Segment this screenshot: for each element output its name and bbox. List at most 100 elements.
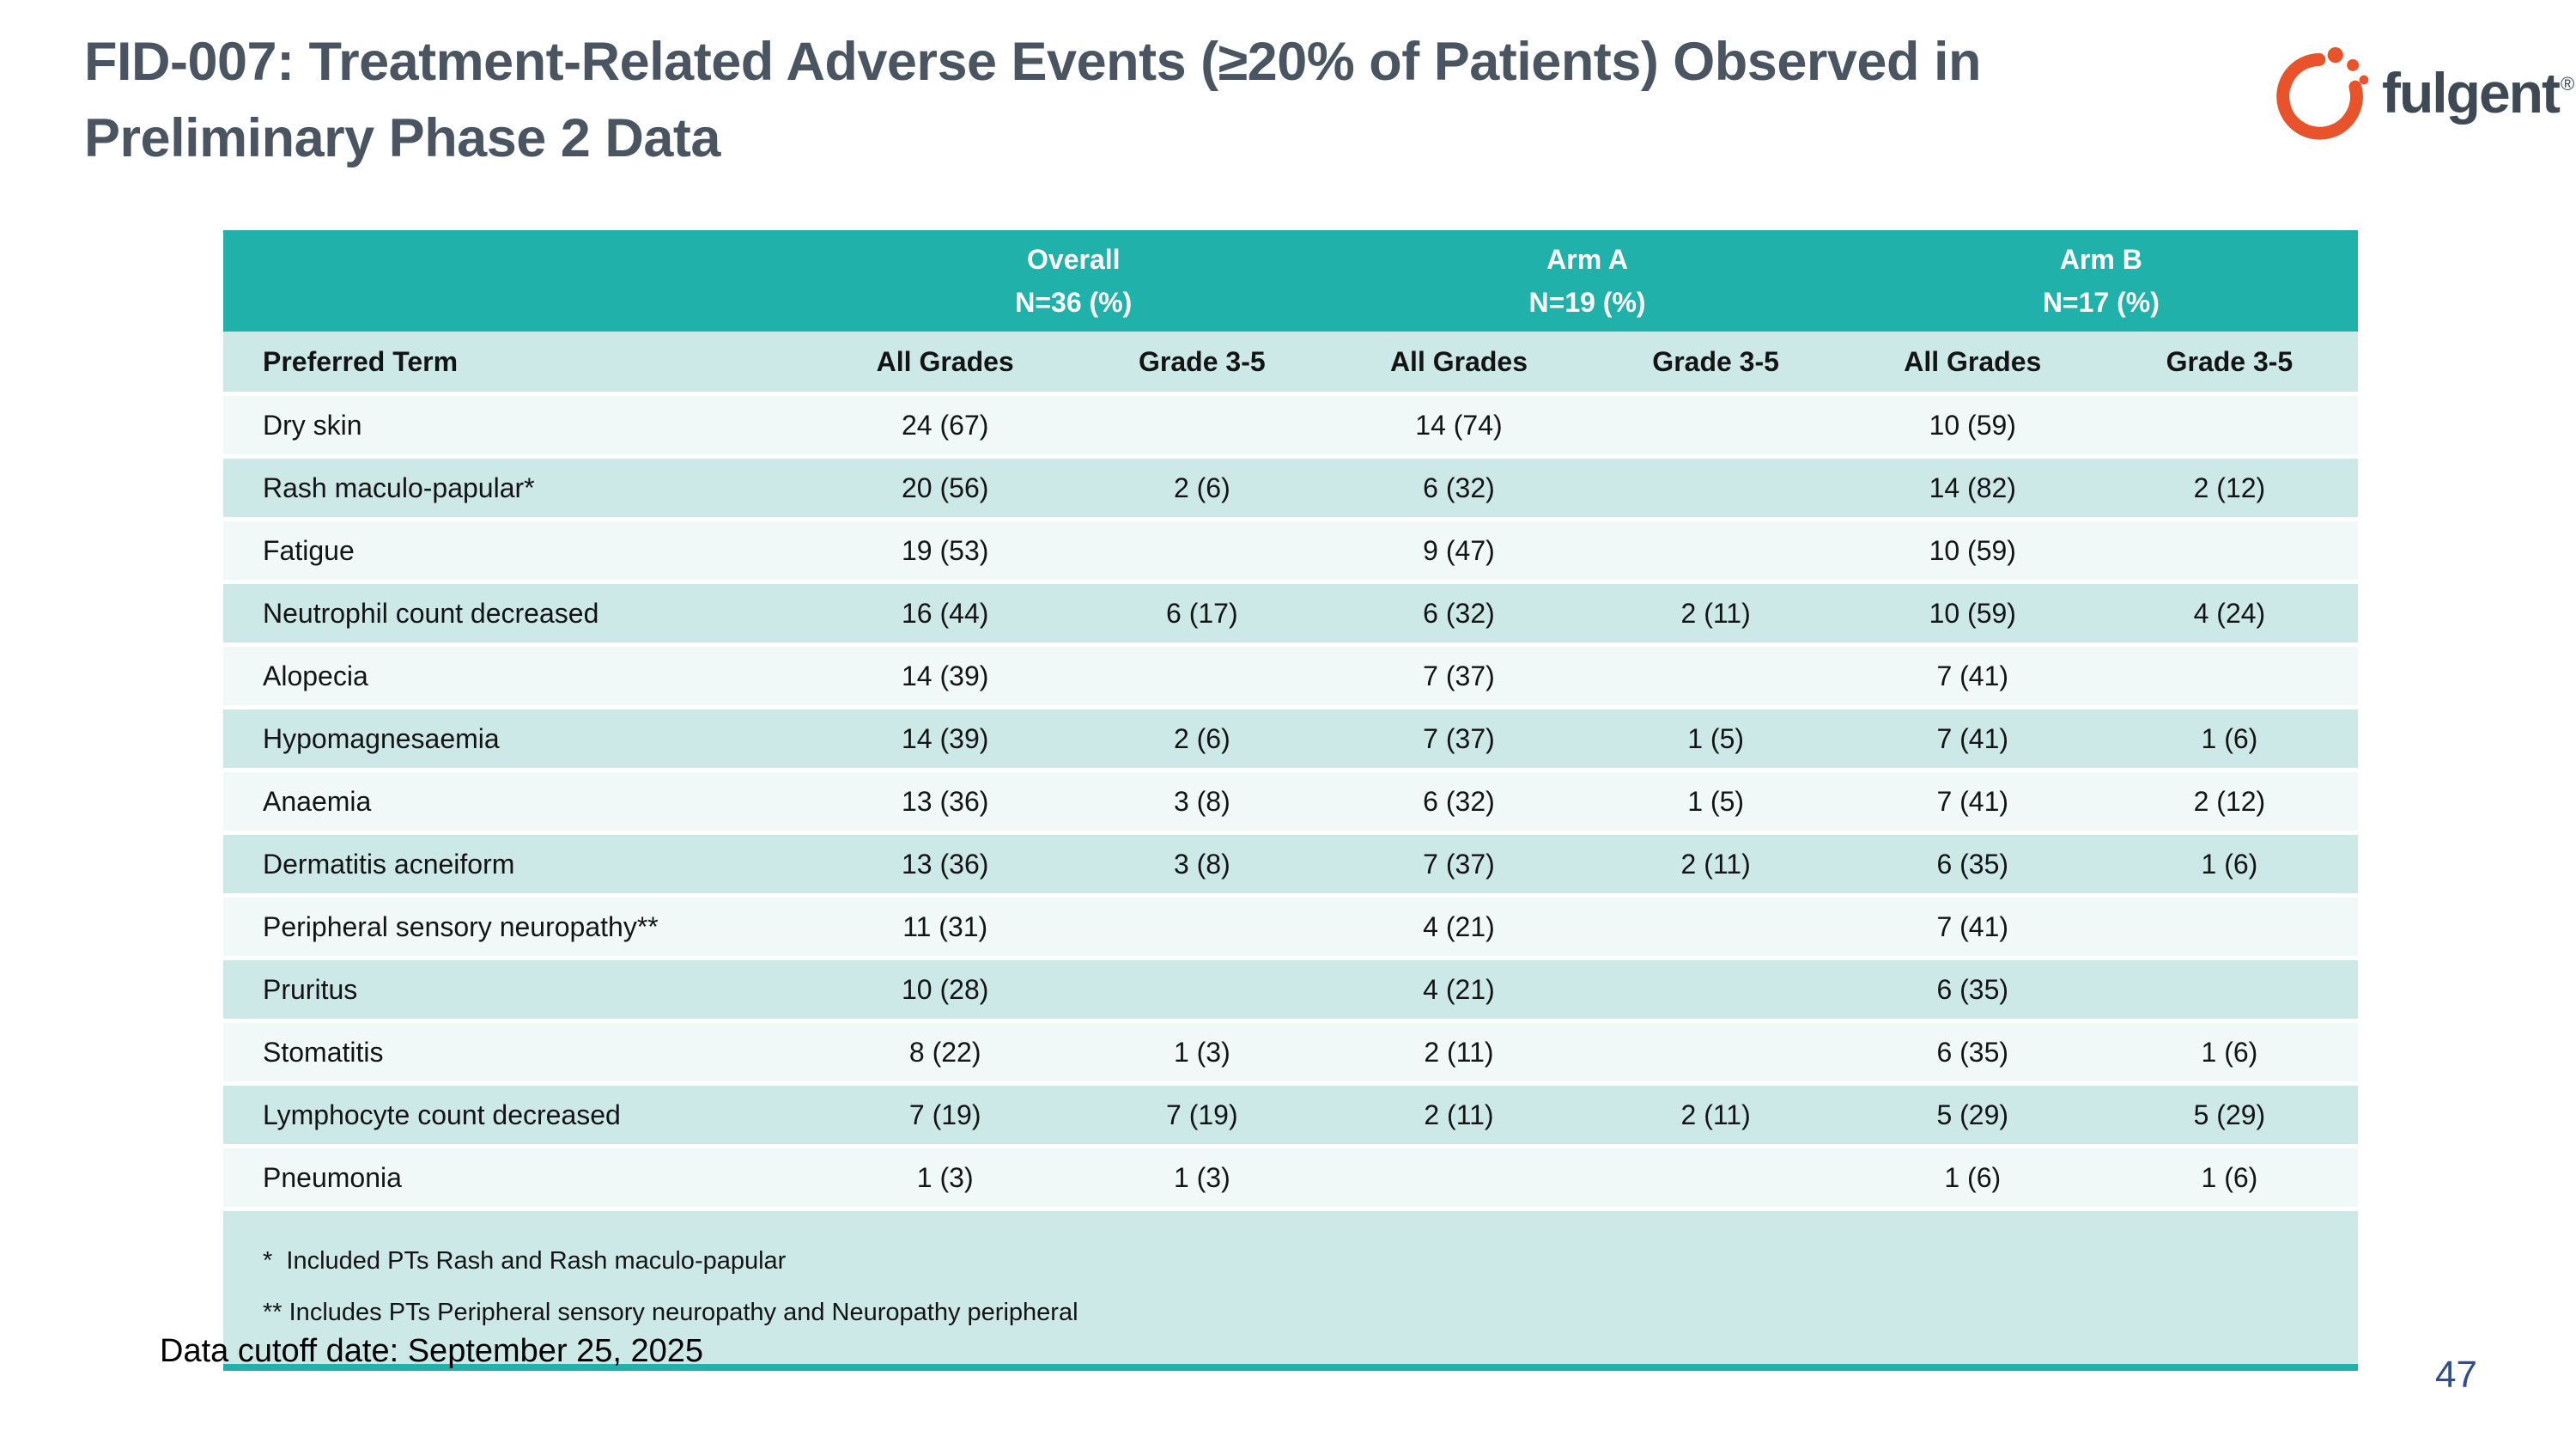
value-cell: 1 (5) bbox=[1587, 705, 1844, 768]
value-cell: 9 (47) bbox=[1330, 517, 1588, 580]
value-cell bbox=[1587, 1144, 1844, 1207]
preferred-term-cell: Stomatitis bbox=[223, 1019, 817, 1081]
value-cell: 20 (56) bbox=[817, 454, 1074, 517]
value-cell: 7 (19) bbox=[817, 1081, 1074, 1144]
registered-mark-icon: ® bbox=[2560, 73, 2575, 94]
value-cell: 1 (6) bbox=[2100, 1019, 2358, 1081]
value-cell: 8 (22) bbox=[817, 1019, 1074, 1081]
preferred-term-cell: Rash maculo-papular* bbox=[223, 454, 817, 517]
table-row: Pruritus 10 (28) 4 (21) 6 (35) bbox=[223, 956, 2358, 1019]
value-cell: 4 (21) bbox=[1330, 893, 1588, 956]
table-row: Alopecia 14 (39) 7 (37) 7 (41) bbox=[223, 642, 2358, 705]
value-cell: 7 (19) bbox=[1073, 1081, 1331, 1144]
adverse-events-table: Overall N=36 (%) Arm A N=19 (%) Arm B N=… bbox=[223, 230, 2358, 1371]
value-cell: 13 (36) bbox=[817, 768, 1074, 831]
value-cell: 14 (39) bbox=[817, 642, 1074, 705]
value-cell: 10 (28) bbox=[817, 956, 1074, 1019]
preferred-term-cell: Dry skin bbox=[223, 392, 817, 454]
value-cell: 1 (3) bbox=[1073, 1144, 1331, 1207]
group-sublabel: N=19 (%) bbox=[1528, 287, 1646, 318]
value-cell: 1 (6) bbox=[1844, 1144, 2101, 1207]
value-cell: 14 (82) bbox=[1844, 454, 2101, 517]
table-row: Dry skin 24 (67) 14 (74) 10 (59) bbox=[223, 392, 2358, 454]
value-cell bbox=[2100, 392, 2358, 454]
preferred-term-cell: Lymphocyte count decreased bbox=[223, 1081, 817, 1144]
value-cell: 6 (32) bbox=[1330, 580, 1588, 642]
value-cell bbox=[1587, 1019, 1844, 1081]
value-cell: 3 (8) bbox=[1073, 768, 1331, 831]
preferred-term-cell: Anaemia bbox=[223, 768, 817, 831]
value-cell bbox=[1073, 392, 1331, 454]
group-header-arm-b: Arm B N=17 (%) bbox=[1844, 230, 2358, 332]
value-cell: 4 (24) bbox=[2100, 580, 2358, 642]
column-header-grade-3-5: Grade 3-5 bbox=[2100, 332, 2358, 392]
value-cell: 4 (21) bbox=[1330, 956, 1588, 1019]
value-cell: 7 (41) bbox=[1844, 893, 2101, 956]
fulgent-logo: fulgent® bbox=[2274, 41, 2575, 144]
table-row: Lymphocyte count decreased 7 (19) 7 (19) 2 … bbox=[223, 1081, 2358, 1144]
value-cell: 2 (11) bbox=[1587, 1081, 1844, 1144]
value-cell bbox=[2100, 956, 2358, 1019]
group-label: Arm A bbox=[1546, 244, 1628, 275]
value-cell bbox=[1073, 642, 1331, 705]
data-cutoff-note: Data cutoff date: September 25, 2025 bbox=[160, 1333, 704, 1369]
column-header-grade-3-5: Grade 3-5 bbox=[1073, 332, 1331, 392]
table-row: Anaemia 13 (36) 3 (8) 6 (32) 1 (5) 7 (41) 2 (1… bbox=[223, 768, 2358, 831]
value-cell: 2 (11) bbox=[1587, 580, 1844, 642]
value-cell bbox=[1587, 642, 1844, 705]
table-row: Fatigue 19 (53) 9 (47) 10 (59) bbox=[223, 517, 2358, 580]
group-label: Overall bbox=[1027, 244, 1121, 275]
column-header-all-grades: All Grades bbox=[817, 332, 1074, 392]
preferred-term-cell: Peripheral sensory neuropathy** bbox=[223, 893, 817, 956]
fulgent-arc-icon bbox=[2276, 46, 2369, 140]
table-row: Stomatitis 8 (22) 1 (3) 2 (11) 6 (35) 1 (6) bbox=[223, 1019, 2358, 1081]
table-row: Hypomagnesaemia 14 (39) 2 (6) 7 (37) 1 (5) 7 … bbox=[223, 705, 2358, 768]
value-cell: 7 (37) bbox=[1330, 705, 1588, 768]
value-cell bbox=[1587, 454, 1844, 517]
value-cell: 2 (11) bbox=[1330, 1019, 1588, 1081]
preferred-term-cell: Neutrophil count decreased bbox=[223, 580, 817, 642]
value-cell: 7 (41) bbox=[1844, 705, 2101, 768]
column-header-all-grades: All Grades bbox=[1330, 332, 1588, 392]
page-number: 47 bbox=[2435, 1354, 2477, 1396]
value-cell: 10 (59) bbox=[1844, 580, 2101, 642]
column-header-grade-3-5: Grade 3-5 bbox=[1587, 332, 1844, 392]
value-cell: 10 (59) bbox=[1844, 517, 2101, 580]
value-cell bbox=[1587, 956, 1844, 1019]
value-cell bbox=[1073, 893, 1331, 956]
value-cell: 2 (11) bbox=[1587, 831, 1844, 893]
group-sublabel: N=36 (%) bbox=[1015, 287, 1133, 318]
footnote-row: * Included PTs Rash and Rash maculo-papu… bbox=[223, 1207, 2358, 1371]
column-header-all-grades: All Grades bbox=[1844, 332, 2101, 392]
column-header-preferred-term: Preferred Term bbox=[223, 332, 817, 392]
value-cell: 6 (35) bbox=[1844, 831, 2101, 893]
preferred-term-cell: Hypomagnesaemia bbox=[223, 705, 817, 768]
value-cell: 1 (6) bbox=[2100, 705, 2358, 768]
table-row: Dermatitis acneiform 13 (36) 3 (8) 7 (37) 2 … bbox=[223, 831, 2358, 893]
table-row: Pneumonia 1 (3) 1 (3) 1 (6) 1 (6) bbox=[223, 1144, 2358, 1207]
table-column-header-row: Preferred Term All Grades Grade 3-5 All … bbox=[223, 332, 2358, 392]
value-cell: 2 (6) bbox=[1073, 705, 1331, 768]
value-cell: 6 (32) bbox=[1330, 768, 1588, 831]
value-cell: 7 (37) bbox=[1330, 642, 1588, 705]
value-cell: 14 (74) bbox=[1330, 392, 1588, 454]
footnote-box: * Included PTs Rash and Rash maculo-papu… bbox=[223, 1207, 2358, 1371]
group-sublabel: N=17 (%) bbox=[2042, 287, 2160, 318]
table-row: Neutrophil count decreased 16 (44) 6 (17) 6… bbox=[223, 580, 2358, 642]
table-body: Dry skin 24 (67) 14 (74) 10 (59) Rash maculo… bbox=[223, 392, 2358, 1207]
value-cell: 11 (31) bbox=[817, 893, 1074, 956]
group-header-spacer bbox=[223, 230, 817, 332]
value-cell bbox=[1073, 956, 1331, 1019]
value-cell bbox=[1587, 517, 1844, 580]
value-cell: 16 (44) bbox=[817, 580, 1074, 642]
value-cell: 6 (32) bbox=[1330, 454, 1588, 517]
value-cell: 6 (35) bbox=[1844, 956, 2101, 1019]
value-cell: 7 (41) bbox=[1844, 642, 2101, 705]
value-cell: 2 (6) bbox=[1073, 454, 1331, 517]
value-cell: 13 (36) bbox=[817, 831, 1074, 893]
preferred-term-cell: Pruritus bbox=[223, 956, 817, 1019]
value-cell: 3 (8) bbox=[1073, 831, 1331, 893]
value-cell: 1 (6) bbox=[2100, 831, 2358, 893]
value-cell: 1 (6) bbox=[2100, 1144, 2358, 1207]
